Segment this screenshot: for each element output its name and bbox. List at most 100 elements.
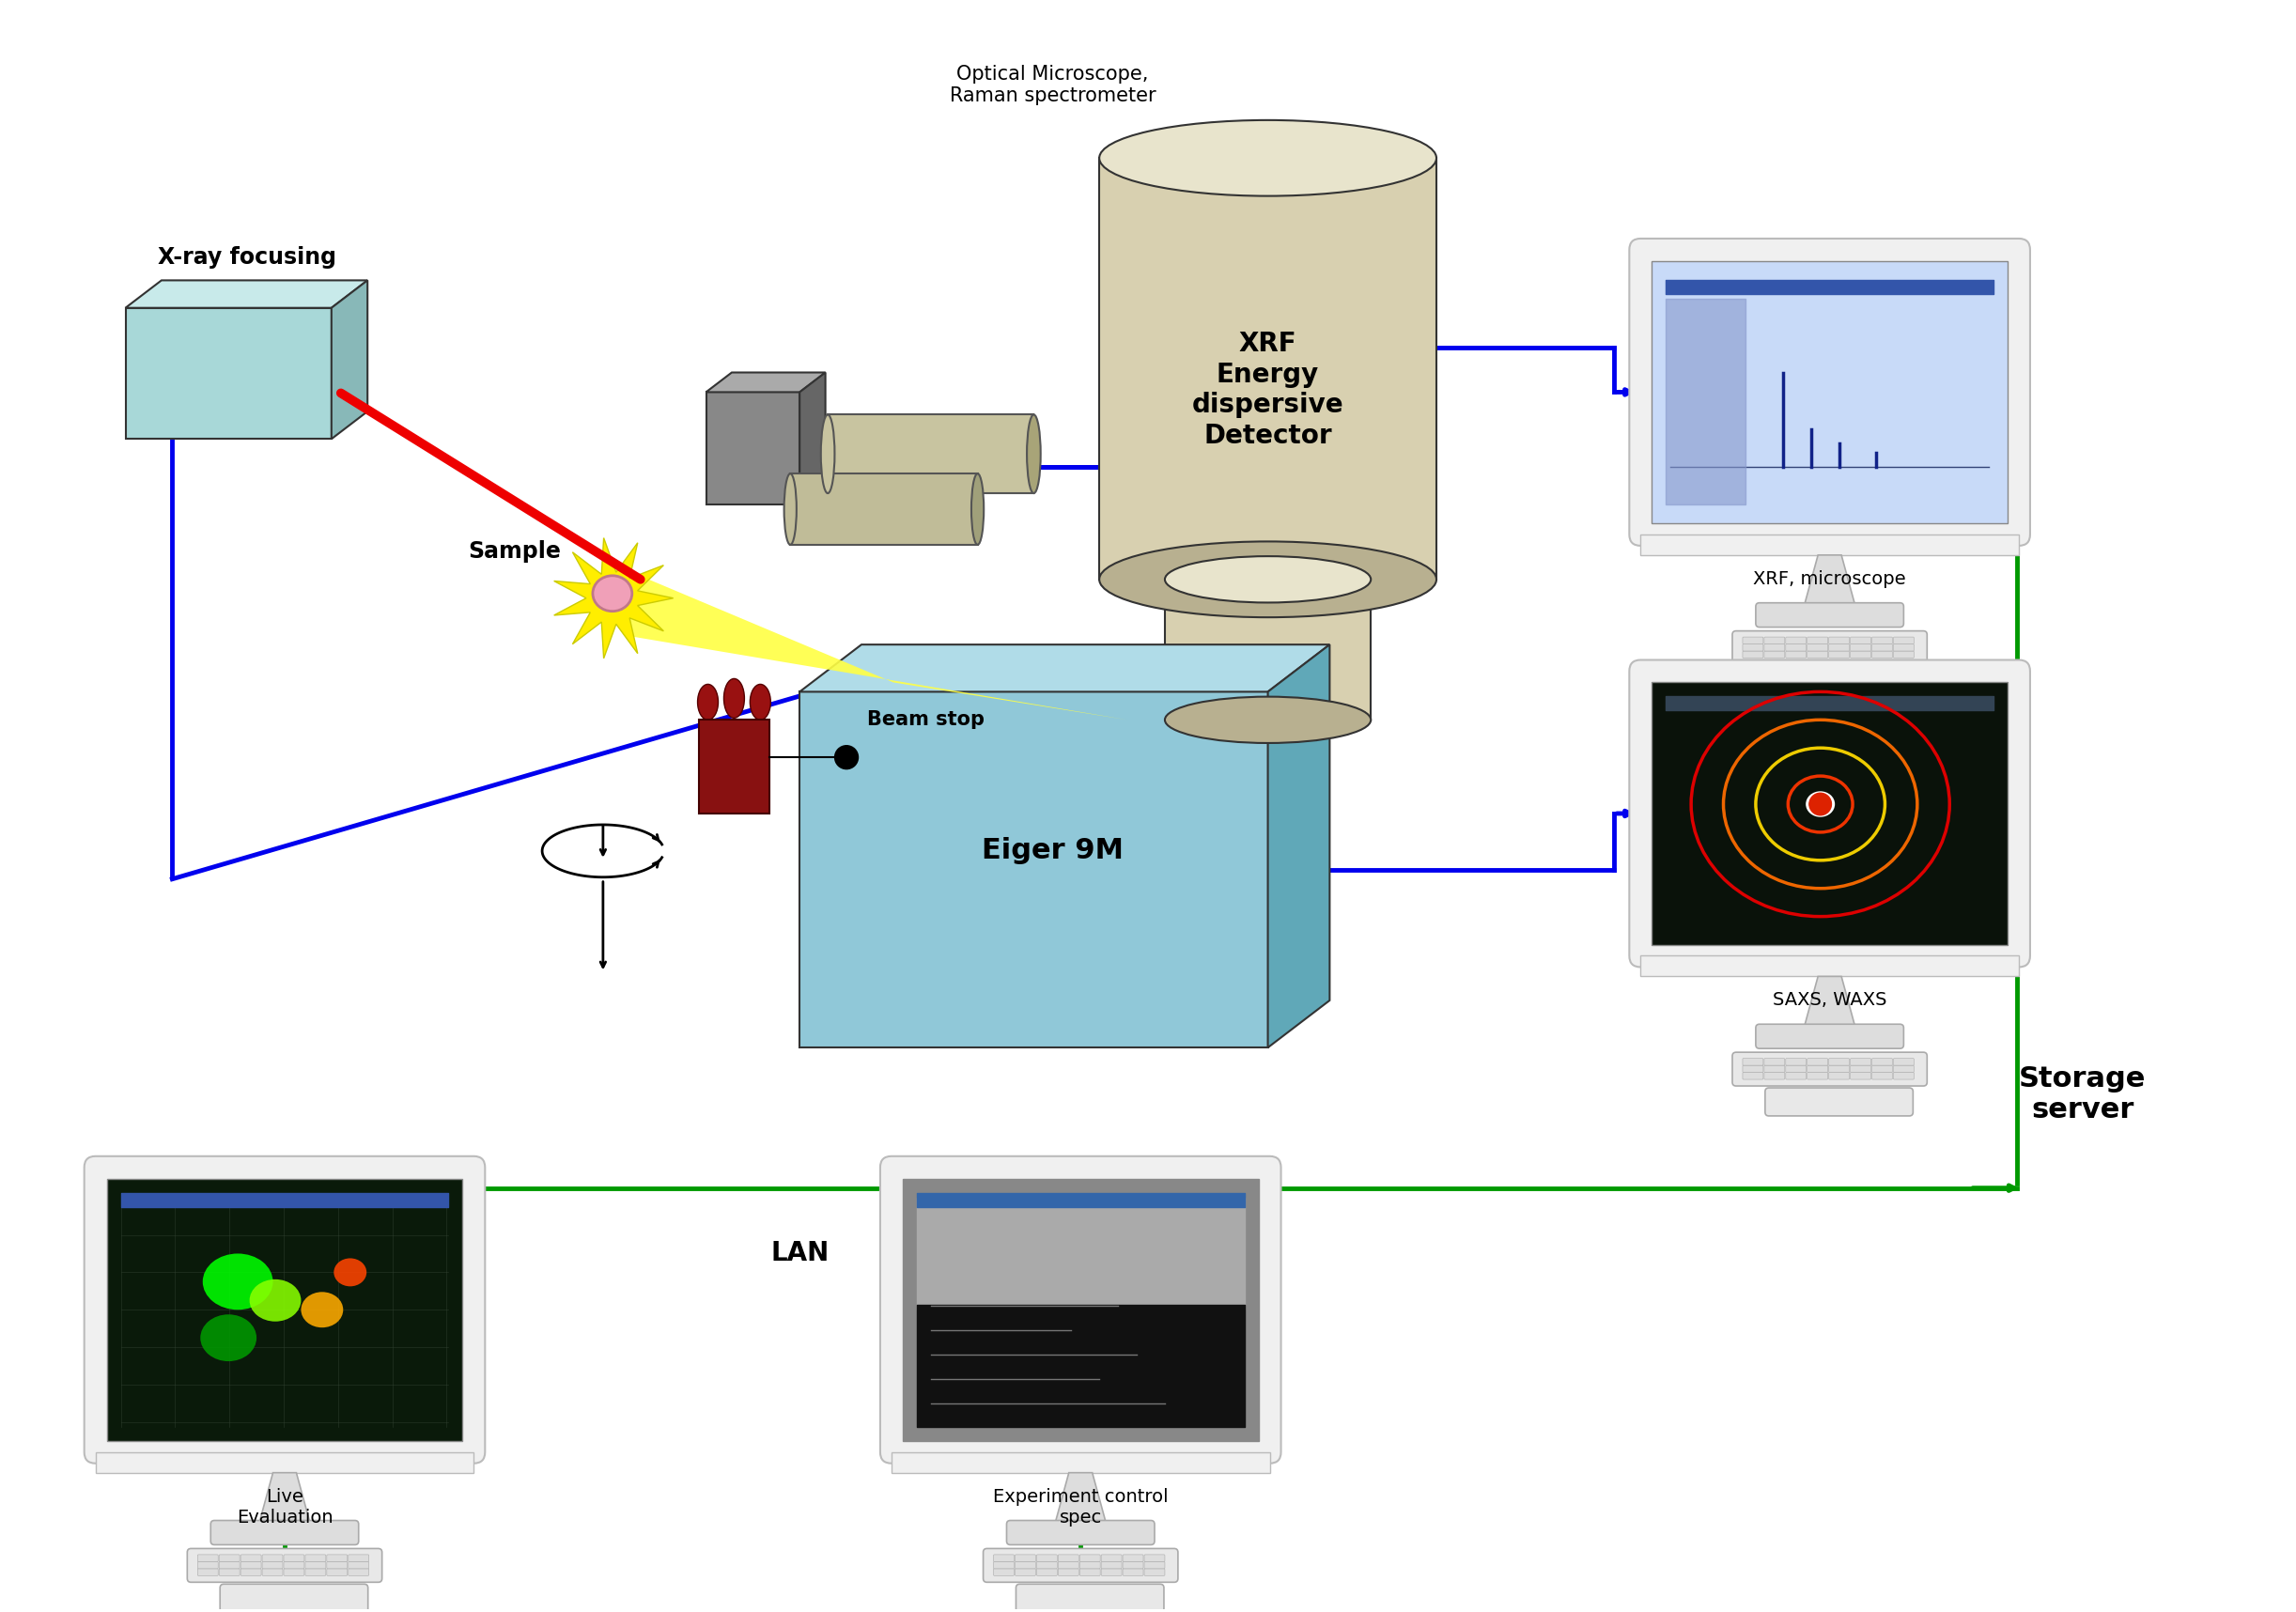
FancyBboxPatch shape xyxy=(1143,1562,1164,1568)
FancyBboxPatch shape xyxy=(1830,651,1848,658)
Polygon shape xyxy=(1805,555,1855,606)
FancyBboxPatch shape xyxy=(285,1554,305,1562)
Text: LAN: LAN xyxy=(771,1240,829,1265)
FancyBboxPatch shape xyxy=(262,1568,282,1575)
FancyBboxPatch shape xyxy=(305,1568,326,1575)
FancyBboxPatch shape xyxy=(220,1585,367,1612)
FancyBboxPatch shape xyxy=(1102,1568,1123,1575)
FancyBboxPatch shape xyxy=(891,1452,1270,1473)
FancyBboxPatch shape xyxy=(96,1452,473,1473)
Polygon shape xyxy=(627,571,1127,721)
FancyBboxPatch shape xyxy=(1015,1568,1035,1575)
FancyBboxPatch shape xyxy=(1743,1059,1763,1066)
FancyBboxPatch shape xyxy=(1894,1059,1915,1066)
Ellipse shape xyxy=(698,683,719,721)
FancyBboxPatch shape xyxy=(285,1568,305,1575)
FancyBboxPatch shape xyxy=(1015,1554,1035,1562)
FancyBboxPatch shape xyxy=(1763,1066,1784,1072)
Text: XRF
Energy
dispersive
Detector: XRF Energy dispersive Detector xyxy=(1192,330,1343,448)
Text: XRF, microscope: XRF, microscope xyxy=(1754,571,1906,588)
FancyBboxPatch shape xyxy=(1830,637,1848,645)
FancyBboxPatch shape xyxy=(1630,659,2030,967)
FancyBboxPatch shape xyxy=(188,1549,381,1583)
FancyBboxPatch shape xyxy=(1743,637,1763,645)
Ellipse shape xyxy=(301,1291,342,1328)
FancyBboxPatch shape xyxy=(211,1520,358,1544)
FancyBboxPatch shape xyxy=(218,1568,239,1575)
Polygon shape xyxy=(705,392,799,505)
FancyBboxPatch shape xyxy=(1894,637,1915,645)
FancyBboxPatch shape xyxy=(1743,645,1763,651)
FancyBboxPatch shape xyxy=(262,1554,282,1562)
Ellipse shape xyxy=(202,1254,273,1311)
FancyBboxPatch shape xyxy=(1871,1059,1892,1066)
Ellipse shape xyxy=(723,679,744,717)
FancyBboxPatch shape xyxy=(994,1554,1015,1562)
Polygon shape xyxy=(331,280,367,438)
FancyBboxPatch shape xyxy=(241,1554,262,1562)
Text: Experiment control
spec: Experiment control spec xyxy=(992,1488,1169,1527)
FancyBboxPatch shape xyxy=(1102,1562,1123,1568)
FancyBboxPatch shape xyxy=(1630,239,2030,546)
FancyBboxPatch shape xyxy=(1786,637,1807,645)
FancyBboxPatch shape xyxy=(1851,651,1871,658)
FancyBboxPatch shape xyxy=(1756,603,1903,627)
FancyBboxPatch shape xyxy=(1035,1554,1056,1562)
FancyBboxPatch shape xyxy=(1642,535,2018,555)
Polygon shape xyxy=(126,308,331,438)
Text: Sample: Sample xyxy=(468,540,560,563)
FancyBboxPatch shape xyxy=(326,1562,347,1568)
Ellipse shape xyxy=(333,1259,367,1286)
Ellipse shape xyxy=(592,575,631,611)
Polygon shape xyxy=(705,372,824,392)
FancyBboxPatch shape xyxy=(197,1554,218,1562)
FancyBboxPatch shape xyxy=(1731,630,1926,664)
FancyBboxPatch shape xyxy=(1006,1520,1155,1544)
FancyBboxPatch shape xyxy=(1830,1059,1848,1066)
FancyBboxPatch shape xyxy=(1743,651,1763,658)
Text: Eiger 9M: Eiger 9M xyxy=(983,837,1123,864)
FancyBboxPatch shape xyxy=(305,1554,326,1562)
FancyBboxPatch shape xyxy=(1786,645,1807,651)
FancyBboxPatch shape xyxy=(1786,1066,1807,1072)
FancyBboxPatch shape xyxy=(1763,651,1784,658)
Polygon shape xyxy=(799,692,1267,1048)
Ellipse shape xyxy=(971,474,983,545)
Ellipse shape xyxy=(1100,121,1437,197)
FancyBboxPatch shape xyxy=(197,1568,218,1575)
FancyBboxPatch shape xyxy=(1851,1059,1871,1066)
FancyBboxPatch shape xyxy=(1830,1072,1848,1080)
FancyBboxPatch shape xyxy=(1786,1072,1807,1080)
FancyBboxPatch shape xyxy=(218,1554,239,1562)
Ellipse shape xyxy=(1164,696,1371,743)
FancyBboxPatch shape xyxy=(1123,1562,1143,1568)
FancyBboxPatch shape xyxy=(1871,1072,1892,1080)
FancyBboxPatch shape xyxy=(1830,645,1848,651)
Ellipse shape xyxy=(200,1314,257,1361)
Text: Optical Microscope,
Raman spectrometer: Optical Microscope, Raman spectrometer xyxy=(948,64,1155,105)
FancyBboxPatch shape xyxy=(983,1549,1178,1583)
FancyBboxPatch shape xyxy=(1058,1568,1079,1575)
FancyBboxPatch shape xyxy=(85,1156,484,1464)
FancyBboxPatch shape xyxy=(1123,1554,1143,1562)
FancyBboxPatch shape xyxy=(1763,645,1784,651)
FancyBboxPatch shape xyxy=(1035,1568,1056,1575)
FancyBboxPatch shape xyxy=(218,1562,239,1568)
FancyBboxPatch shape xyxy=(1763,637,1784,645)
FancyBboxPatch shape xyxy=(1015,1585,1164,1612)
Ellipse shape xyxy=(1164,556,1371,603)
Polygon shape xyxy=(1054,1473,1107,1525)
FancyBboxPatch shape xyxy=(1807,1072,1828,1080)
Polygon shape xyxy=(1267,645,1329,1048)
FancyBboxPatch shape xyxy=(1143,1554,1164,1562)
FancyBboxPatch shape xyxy=(1766,1088,1913,1116)
FancyBboxPatch shape xyxy=(1807,1059,1828,1066)
Ellipse shape xyxy=(1809,793,1832,816)
Ellipse shape xyxy=(1026,414,1040,493)
FancyBboxPatch shape xyxy=(1763,1059,1784,1066)
Ellipse shape xyxy=(822,414,836,493)
FancyBboxPatch shape xyxy=(1871,637,1892,645)
Text: Storage
server: Storage server xyxy=(2018,1066,2147,1124)
FancyBboxPatch shape xyxy=(994,1568,1015,1575)
FancyBboxPatch shape xyxy=(1851,1072,1871,1080)
